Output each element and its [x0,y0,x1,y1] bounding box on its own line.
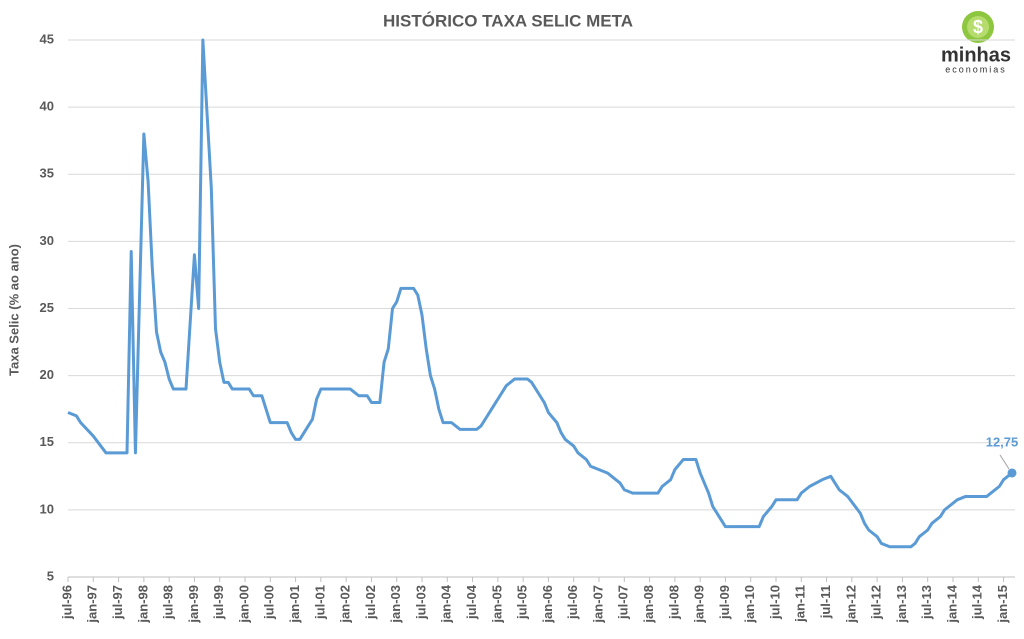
x-tick-label: jul-09 [717,585,732,620]
x-tick-label: jan-06 [540,585,555,624]
y-tick-label: 15 [40,434,54,449]
x-tick-label: jul-04 [464,584,479,620]
x-tick-label: jul-96 [59,585,74,620]
x-tick-label: jan-15 [995,585,1010,624]
x-tick-label: jan-09 [692,585,707,624]
x-tick-label: jul-13 [919,585,934,620]
x-tick-label: jan-00 [236,585,251,624]
x-tick-label: jul-10 [767,585,782,620]
x-tick-label: jul-01 [312,585,327,620]
x-tick-label: jan-04 [439,584,454,623]
x-tick-label: jan-13 [894,585,909,624]
y-tick-label: 5 [47,568,54,583]
logo-tagline: economias [945,64,1007,74]
logo-name: minhas [941,44,1011,66]
x-tick-label: jul-06 [565,585,580,620]
y-tick-label: 45 [40,31,54,46]
x-tick-label: jan-11 [793,585,808,623]
x-tick-label: jan-10 [742,585,757,624]
y-tick-label: 40 [40,99,54,114]
y-tick-label: 10 [40,501,54,516]
x-tick-label: jan-98 [135,585,150,624]
data-label: 12,75 [986,434,1019,449]
line-series [67,38,1013,549]
x-tick-label: jul-02 [363,585,378,620]
x-tick-label: jul-00 [262,585,277,620]
x-tick-label: jul-03 [413,585,428,620]
label-leader [999,454,1010,470]
x-tick-label: jul-99 [211,585,226,620]
x-tick-label: jan-99 [186,585,201,624]
x-tick-label: jul-11 [818,585,833,619]
x-tick-label: jul-08 [666,585,681,620]
x-tick-label: jan-14 [944,584,959,623]
data-point [1007,468,1017,478]
chart-title: HISTÓRICO TAXA SELIC META [383,11,633,30]
x-tick-label: jan-97 [85,585,100,624]
x-tick-label: jul-07 [616,585,631,620]
x-tick-label: jul-98 [161,585,176,620]
x-tick-label: jan-12 [843,585,858,624]
x-tick-label: jan-07 [590,585,605,624]
x-tick-label: jan-05 [489,585,504,624]
x-tick-label: jan-03 [388,585,403,624]
y-tick-label: 20 [40,367,54,382]
y-axis-label: Taxa Selic (% ao ano) [6,244,21,376]
y-tick-label: 30 [40,233,54,248]
x-tick-label: jul-97 [110,585,125,620]
x-tick-label: jan-02 [338,585,353,624]
y-tick-label: 25 [40,300,54,315]
logo-icon-inner [967,16,989,38]
x-tick-label: jul-14 [970,584,985,620]
x-tick-label: jul-12 [869,585,884,620]
y-tick-label: 35 [40,166,54,181]
x-tick-label: jan-01 [287,585,302,624]
x-tick-label: jan-08 [641,585,656,624]
logo-dollar: $ [973,17,983,37]
x-tick-label: jul-05 [515,585,530,620]
logo: $ minhas economias [941,11,1011,74]
